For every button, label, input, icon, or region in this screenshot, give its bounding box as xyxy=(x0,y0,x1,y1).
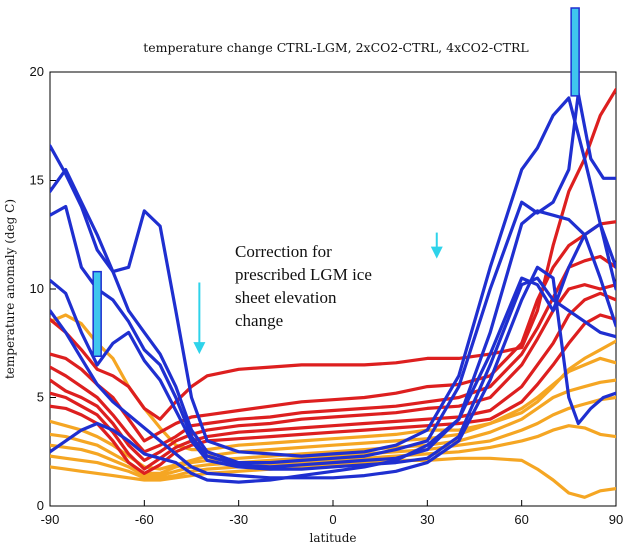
y-tick-label: 20 xyxy=(30,64,44,79)
arrow-head-2 xyxy=(430,246,443,259)
x-tick-label: -30 xyxy=(229,512,248,527)
y-axis-label: temperature anomaly (deg C) xyxy=(3,199,17,379)
blue-series-line-6 xyxy=(50,233,616,484)
orange-series-line-1 xyxy=(50,313,616,452)
x-tick-label: 90 xyxy=(609,512,623,527)
blue-series-line-4 xyxy=(50,276,616,471)
x-tick-label: -60 xyxy=(135,512,154,527)
arrow-head-1 xyxy=(193,342,206,355)
marker-layer xyxy=(92,7,580,358)
annotation-line-4: change xyxy=(235,311,283,330)
red-series-line-3 xyxy=(50,254,616,454)
x-tick-label: -90 xyxy=(41,512,60,527)
blue-series-line-1 xyxy=(50,96,616,458)
highlight-bar-1 xyxy=(92,270,102,358)
y-tick-label: 15 xyxy=(30,173,44,188)
orange-series-line-6 xyxy=(50,456,616,499)
x-tick-label: 60 xyxy=(514,512,528,527)
red-series-line-5 xyxy=(50,291,616,471)
x-tick-label: 0 xyxy=(329,512,336,527)
orange-series-line-3 xyxy=(50,378,616,475)
red-series-line-4 xyxy=(50,283,616,462)
blue-series-line-3 xyxy=(50,204,616,469)
y-tick-label: 10 xyxy=(30,281,44,296)
red-series-line-6 xyxy=(50,313,616,475)
annotation-line-1: Correction for xyxy=(235,242,332,261)
annotation-layer: Correction for prescribed LGM ice sheet … xyxy=(235,242,372,330)
y-axis: 0 5 10 15 20 xyxy=(30,64,56,513)
x-axis: -90 -60 -30 0 30 60 90 xyxy=(41,500,623,527)
series-layer xyxy=(50,87,616,499)
orange-series-line-5 xyxy=(50,424,616,480)
chart-title: temperature change CTRL-LGM, 2xCO2-CTRL,… xyxy=(143,40,528,55)
y-tick-label: 0 xyxy=(37,498,44,513)
x-axis-label: latitude xyxy=(310,531,357,545)
red-series-line-1 xyxy=(50,87,616,421)
annotation-line-3: sheet elevation xyxy=(235,288,337,307)
y-tick-label: 5 xyxy=(37,390,44,405)
orange-series-line-4 xyxy=(50,395,616,478)
x-tick-label: 30 xyxy=(420,512,434,527)
blue-series-line-2 xyxy=(50,92,616,465)
highlight-bar-2 xyxy=(570,7,580,97)
blue-series-line-5 xyxy=(50,265,616,480)
annotation-line-2: prescribed LGM ice xyxy=(235,265,372,284)
